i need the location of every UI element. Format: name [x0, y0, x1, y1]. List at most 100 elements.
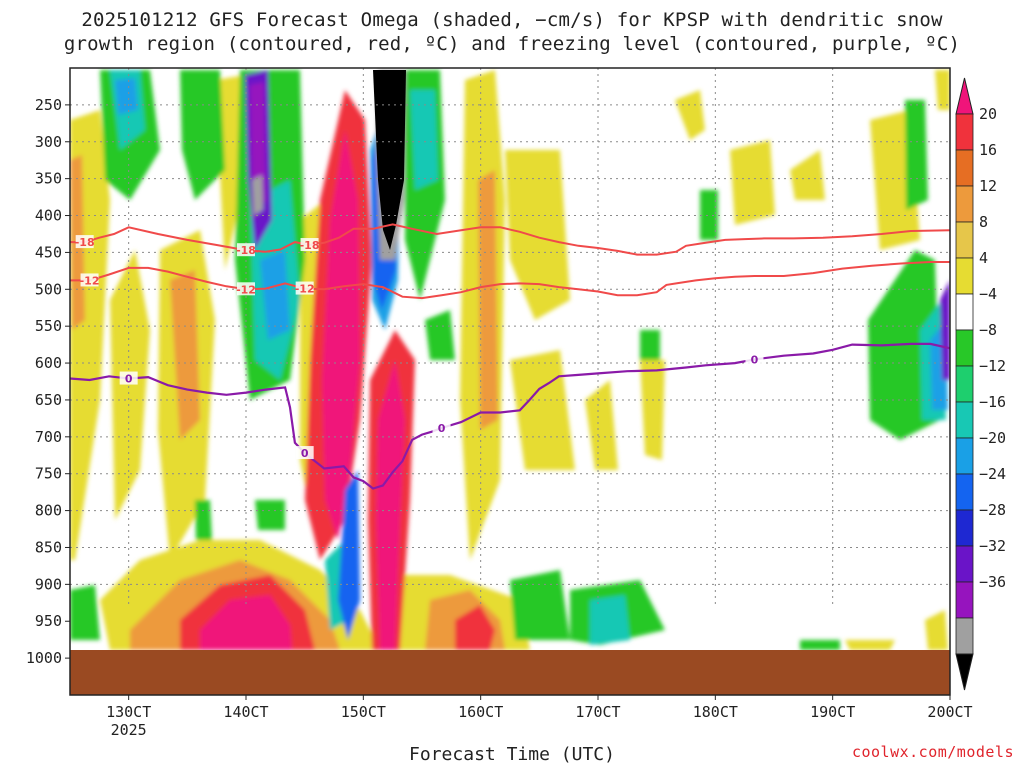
contour-label-bg	[237, 282, 255, 296]
colorbar-label: −4	[979, 285, 997, 303]
omega-shade-light-ascent	[845, 640, 895, 650]
contour-label-bg	[295, 446, 314, 460]
colorbar-swatch	[955, 221, 974, 259]
contour-label-layer: -18 -18 -18 -12 -12 -12 0 0 0 0	[75, 235, 764, 460]
plot-frame	[69, 67, 951, 696]
omega-shade-light-ascent	[640, 360, 665, 460]
omega-shade-weak-descent	[510, 570, 570, 640]
omega-shade-light-ascent	[675, 90, 705, 140]
omega-shade-weak-descent	[195, 500, 212, 540]
colorbar-label: −12	[979, 357, 1006, 375]
omega-shade-extreme-ascent	[200, 595, 292, 650]
omega-shade-weak-descent	[700, 190, 718, 240]
contour-line-dgz_minus18	[70, 223, 950, 256]
omega-shade-weak-descent	[800, 640, 840, 650]
colorbar-legend: 20 16 12 8 4 −4 −8 −12 −16 −20 −24 −28 −32 −36	[955, 77, 1006, 691]
contour-label: 0	[751, 353, 759, 366]
x-tick-label: 130CT	[106, 703, 151, 721]
x-tick-label: 140CT	[223, 703, 268, 721]
y-tick-label: 800	[35, 502, 62, 520]
contour-label-bg	[75, 235, 94, 249]
omega-shade-moderate-ascent	[170, 270, 200, 440]
colorbar-swatch	[955, 149, 974, 187]
omega-shade-moderate-descent	[590, 595, 630, 645]
omega-shade-light-ascent	[935, 70, 950, 110]
colorbar-swatch	[955, 257, 974, 295]
omega-shade-light-ascent	[730, 140, 775, 225]
omega-shade-light-ascent	[585, 380, 618, 470]
x-year-label: 2025	[111, 721, 147, 739]
contour-label-bg	[745, 352, 764, 366]
omega-core-strongest-descent	[373, 70, 406, 250]
contour-label: 0	[125, 373, 133, 386]
omega-shade-light-ascent	[505, 150, 570, 320]
colorbar-top-arrow	[955, 77, 974, 115]
y-tick-label: 700	[35, 428, 62, 446]
gridlines-layer	[70, 68, 950, 607]
x-tick-label: 180CT	[693, 703, 738, 721]
chart-title-line-1: 2025101212 GFS Forecast Omega (shaded, −…	[81, 9, 943, 31]
colorbar-swatch	[955, 545, 974, 583]
ground-below-surface	[70, 650, 950, 695]
contour-label: -18	[236, 244, 256, 257]
colorbar-swatch	[955, 581, 974, 619]
contour-label: -12	[236, 283, 256, 296]
contour-label-bg	[237, 243, 255, 257]
colorbar-bottom-arrow	[955, 653, 974, 691]
x-axis-label: Forecast Time (UTC)	[409, 744, 615, 765]
omega-shade-moderate-descent	[410, 90, 438, 190]
omega-shade-extreme-ascent	[376, 360, 405, 650]
omega-shade-strong-descent	[260, 250, 290, 340]
contour-label: -12	[295, 283, 315, 296]
colorbar-swatch	[955, 185, 974, 223]
colorbar-swatch	[955, 437, 974, 475]
y-tick-label: 900	[35, 575, 62, 593]
y-tick-label: 1000	[26, 649, 62, 667]
colorbar-swatch	[955, 401, 974, 439]
y-tick-label: 550	[35, 317, 62, 335]
omega-shade-light-ascent	[790, 150, 825, 200]
colorbar-label: 12	[979, 177, 997, 195]
colorbar-label: 20	[979, 105, 997, 123]
y-axis-ticks: 250 300 350 400 450 500 550 600 650 700 750 800 850 9…	[26, 96, 70, 667]
omega-shade-weak-descent	[255, 500, 285, 530]
omega-shade-light-ascent	[510, 350, 575, 470]
y-tick-label: 500	[35, 280, 62, 298]
y-tick-label: 650	[35, 391, 62, 409]
y-tick-label: 300	[35, 133, 62, 151]
contour-label: 0	[438, 422, 446, 435]
y-tick-label: 350	[35, 170, 62, 188]
omega-shade-strong-ascent	[455, 605, 495, 650]
colorbar-swatch	[955, 365, 974, 403]
omega-shade-strong-descent	[115, 78, 138, 115]
omega-shade-light-ascent	[925, 610, 948, 650]
contour-label-bg	[300, 238, 319, 252]
omega-shade-weak-descent	[905, 100, 928, 210]
colorbar-swatch	[955, 473, 974, 511]
omega-shading-layer	[70, 70, 950, 650]
omega-shade-very-strong-descent	[940, 280, 950, 380]
contour-label-bg	[432, 420, 451, 434]
colorbar-label: −20	[979, 429, 1006, 447]
chart-title-line-2: growth region (contoured, red, ºC) and f…	[63, 33, 961, 55]
y-tick-label: 850	[35, 538, 62, 556]
contour-label: -12	[80, 274, 100, 287]
contour-label-bg	[119, 371, 138, 385]
colorbar-label: −16	[979, 393, 1006, 411]
colorbar-swatch	[955, 293, 974, 331]
colorbar-label: 16	[979, 141, 997, 159]
contour-label: 0	[301, 447, 309, 460]
contour-label: -18	[300, 239, 320, 252]
contour-label: -18	[75, 236, 95, 249]
x-axis-ticks: 130CT 140CT 150CT 160CT 170CT 180CT 190CT 200CT…	[106, 695, 973, 739]
y-tick-label: 600	[35, 354, 62, 372]
omega-shade-extreme-ascent	[322, 130, 360, 540]
colorbar-label: 8	[979, 213, 988, 231]
x-tick-label: 160CT	[458, 703, 503, 721]
omega-shade-weak-descent	[180, 70, 225, 200]
y-tick-label: 400	[35, 207, 62, 225]
colorbar-label: −24	[979, 465, 1006, 483]
x-tick-label: 200CT	[927, 703, 972, 721]
omega-shade-weak-descent	[425, 310, 455, 360]
